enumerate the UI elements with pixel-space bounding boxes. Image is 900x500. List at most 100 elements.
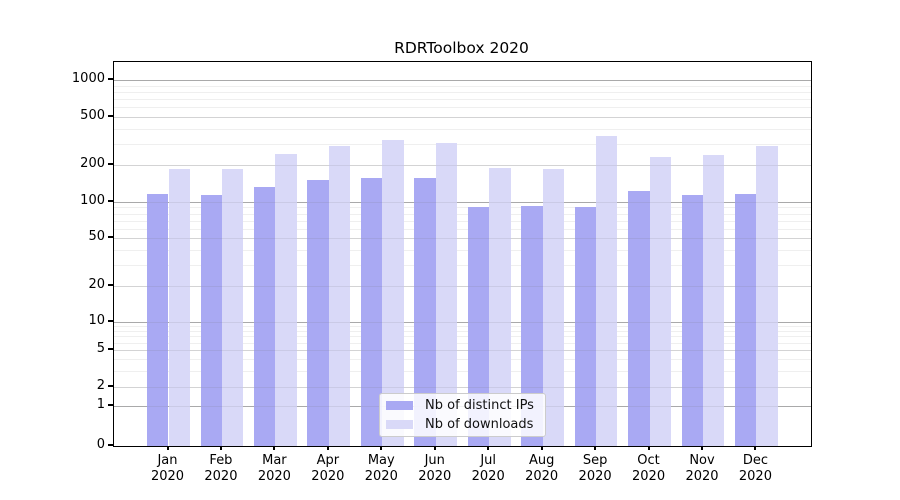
bar-downloads — [649, 157, 671, 446]
y-tick-label: 50 — [88, 229, 105, 244]
x-tick-month: Jan — [157, 453, 178, 468]
gridline-minor — [114, 220, 811, 222]
bar-downloads — [382, 140, 404, 446]
x-tick-mark — [540, 446, 543, 450]
legend-label-distinct-ips: Nb of distinct IPs — [425, 398, 534, 413]
legend-label-downloads: Nb of downloads — [425, 417, 534, 432]
y-tick-mark — [108, 236, 113, 238]
gridline-minor — [114, 85, 811, 87]
gridline-overlay — [114, 350, 811, 351]
bar-downloads — [596, 135, 618, 446]
legend-swatch-downloads — [386, 420, 413, 429]
x-tick-label: Oct 2020 — [617, 453, 681, 485]
bar-downloads — [542, 168, 565, 446]
gridline-minor — [114, 213, 811, 215]
x-tick-month: May — [367, 453, 395, 468]
gridline-minor — [114, 370, 811, 372]
gridline-minor — [114, 336, 811, 338]
gridline-mid — [114, 350, 811, 351]
gridline-major — [114, 202, 811, 203]
bar-distinct-ips — [414, 177, 436, 446]
y-tick-label: 5 — [96, 341, 105, 356]
x-tick-month: Jun — [424, 453, 445, 468]
y-tick-mark — [108, 404, 113, 406]
y-tick-mark — [108, 78, 113, 80]
x-tick-month: Mar — [262, 453, 287, 468]
x-tick-label: Sep 2020 — [563, 453, 627, 485]
legend-item-downloads: Nb of downloads — [380, 415, 545, 434]
gridline-overlay — [114, 322, 811, 323]
gridline-minor — [114, 342, 811, 344]
y-tick-label: 500 — [80, 108, 105, 123]
legend: Nb of distinct IPs Nb of downloads — [379, 393, 546, 437]
gridline-overlay — [114, 165, 811, 166]
gridline-major — [114, 80, 811, 81]
gridline-minor — [114, 331, 811, 332]
gridline-overlay — [114, 117, 811, 118]
x-tick-label: Nov 2020 — [670, 453, 734, 485]
y-tick-mark — [108, 284, 113, 286]
x-tick-label: May 2020 — [349, 453, 413, 485]
x-tick-month: Apr — [316, 453, 340, 468]
y-tick-mark — [108, 385, 113, 387]
gridline-mid — [114, 286, 811, 287]
gridline-mid — [114, 117, 811, 118]
bar-distinct-ips — [628, 191, 650, 446]
x-tick-year: 2020 — [364, 469, 398, 484]
x-tick-mark — [380, 446, 383, 450]
gridline-minor — [114, 107, 811, 109]
bar-distinct-ips — [521, 205, 543, 446]
x-tick-year: 2020 — [632, 469, 666, 484]
x-tick-month: Sep — [582, 453, 608, 468]
x-tick-month: Oct — [637, 453, 660, 468]
bar-downloads — [435, 142, 458, 446]
gridline-overlay — [114, 286, 811, 287]
gridline-minor — [114, 99, 811, 101]
bar-downloads — [489, 168, 511, 446]
bar-distinct-ips — [360, 178, 383, 446]
gridline-minor — [114, 207, 811, 209]
y-tick-label: 100 — [80, 193, 105, 208]
y-tick-label: 2 — [96, 378, 105, 393]
gridline-mid — [114, 238, 811, 239]
gridline-minor — [114, 128, 811, 130]
x-tick-label: Jan 2020 — [136, 453, 200, 485]
gridline-overlay — [114, 387, 811, 388]
x-tick-year: 2020 — [257, 469, 291, 484]
plot-area — [113, 61, 812, 447]
y-tick-label: 1000 — [71, 71, 105, 86]
gridline-minor — [114, 249, 811, 251]
bar-downloads — [703, 155, 725, 446]
x-tick-month: Dec — [742, 453, 769, 468]
x-tick-mark — [166, 446, 169, 450]
y-tick-label: 20 — [88, 277, 105, 292]
x-tick-mark — [326, 446, 329, 450]
bar-distinct-ips — [681, 195, 703, 446]
bar-downloads — [328, 146, 351, 446]
x-tick-label: Jul 2020 — [456, 453, 520, 485]
x-tick-year: 2020 — [471, 469, 505, 484]
legend-item-distinct-ips: Nb of distinct IPs — [380, 396, 545, 415]
x-tick-year: 2020 — [204, 469, 238, 484]
x-tick-mark — [219, 446, 222, 450]
x-tick-year: 2020 — [738, 469, 772, 484]
y-tick-mark — [108, 115, 113, 117]
bar-downloads — [168, 168, 190, 446]
bar-distinct-ips — [307, 180, 329, 446]
gridline-overlay — [114, 202, 811, 203]
x-tick-year: 2020 — [578, 469, 612, 484]
bar-distinct-ips — [735, 194, 757, 446]
x-tick-mark — [754, 446, 757, 450]
x-tick-year: 2020 — [685, 469, 719, 484]
gridline-minor — [114, 264, 811, 266]
x-tick-year: 2020 — [311, 469, 345, 484]
y-tick-mark — [108, 348, 113, 350]
y-tick-label: 200 — [80, 156, 105, 171]
bar-distinct-ips — [200, 195, 222, 446]
x-tick-label: Dec 2020 — [723, 453, 787, 485]
y-tick-mark — [108, 320, 113, 322]
gridline-minor — [114, 91, 811, 93]
gridline-overlay — [114, 80, 811, 81]
gridline-overlay — [114, 238, 811, 239]
gridline-major — [114, 322, 811, 323]
